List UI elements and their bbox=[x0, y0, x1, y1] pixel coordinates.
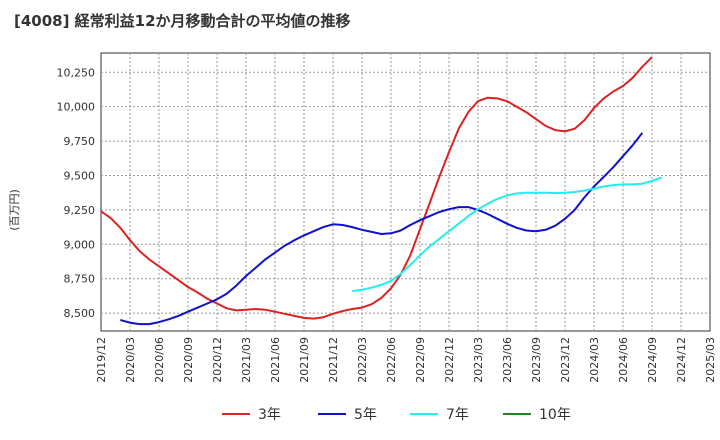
x-tick-label: 2024/09 bbox=[646, 337, 659, 383]
x-tick-label: 2021/06 bbox=[269, 337, 282, 383]
x-tick-label: 2020/09 bbox=[182, 337, 195, 383]
x-tick-label: 2019/12 bbox=[95, 337, 108, 383]
y-tick-label: 8,500 bbox=[64, 307, 96, 320]
x-tick-label: 2021/09 bbox=[298, 337, 311, 383]
x-tick-label: 2021/03 bbox=[240, 337, 253, 383]
x-tick-label: 2020/12 bbox=[211, 337, 224, 383]
legend-label-3: 7年 bbox=[446, 407, 469, 423]
legend-label-1: 3年 bbox=[258, 407, 281, 423]
x-tick-label: 2025/03 bbox=[704, 337, 717, 383]
x-tick-label: 2023/06 bbox=[501, 337, 514, 383]
x-tick-label: 2022/03 bbox=[356, 337, 369, 383]
y-tick-label: 10,000 bbox=[57, 101, 96, 114]
x-tick-label: 2020/03 bbox=[124, 337, 137, 383]
legend-label-2: 5年 bbox=[354, 407, 377, 423]
x-tick-label: 2024/06 bbox=[617, 337, 630, 383]
x-tick-label: 2020/06 bbox=[153, 337, 166, 383]
x-tick-label: 2024/12 bbox=[675, 337, 688, 383]
y-tick-label: 9,750 bbox=[64, 135, 96, 148]
x-tick-label: 2022/06 bbox=[385, 337, 398, 383]
plot-frame bbox=[100, 52, 711, 332]
series-line-3 bbox=[352, 176, 663, 293]
y-tick-label: 9,250 bbox=[64, 204, 96, 217]
x-tick-label: 2022/12 bbox=[443, 337, 456, 383]
x-tick-label: 2022/09 bbox=[414, 337, 427, 383]
x-tick-label: 2023/09 bbox=[530, 337, 543, 383]
series-line-1 bbox=[100, 56, 653, 320]
chart-title: [4008] 経常利益12か月移動合計の平均値の推移 bbox=[14, 12, 351, 30]
x-tick-label: 2023/03 bbox=[472, 337, 485, 383]
y-tick-label: 8,750 bbox=[64, 273, 96, 286]
y-tick-label: 9,000 bbox=[64, 238, 96, 251]
x-tick-label: 2021/12 bbox=[327, 337, 340, 383]
legend-label-4: 10年 bbox=[539, 407, 571, 423]
x-tick-label: 2023/12 bbox=[559, 337, 572, 383]
y-axis-label: (百万円) bbox=[8, 189, 21, 231]
y-tick-label: 10,250 bbox=[57, 66, 96, 79]
series-line-2 bbox=[120, 132, 644, 326]
y-tick-label: 9,500 bbox=[64, 169, 96, 182]
x-tick-label: 2024/03 bbox=[588, 337, 601, 383]
